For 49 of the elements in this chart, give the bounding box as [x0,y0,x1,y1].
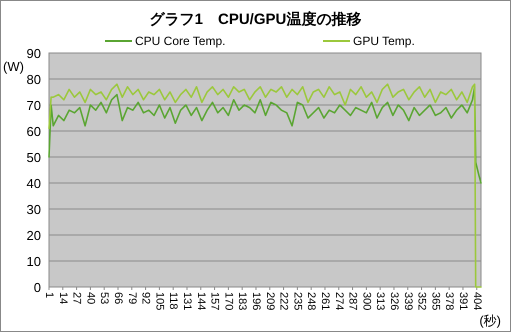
x-tick-label: 352 [416,292,428,310]
legend-label: CPU Core Temp. [135,34,226,48]
chart-title: グラフ1 CPU/GPU温度の推移 [150,10,362,28]
y-tick-label: 90 [26,46,41,61]
x-tick-label: 157 [208,292,221,310]
x-tick-label: 339 [402,292,414,310]
x-tick-label: 27 [70,292,83,304]
x-tick-label: 53 [98,292,110,304]
y-axis-title: (W) [3,59,24,74]
y-tick-label: 80 [26,72,41,87]
x-tick-label: 92 [140,292,152,304]
x-tick-label: 261 [318,292,331,310]
x-tick-label: 300 [360,292,372,310]
y-tick-label: 10 [26,254,41,269]
x-tick-label: 235 [291,292,304,310]
y-tick-label: 60 [26,124,41,139]
x-tick-label: 326 [388,292,400,310]
x-tick-label: 79 [126,292,138,304]
x-tick-label: 1 [43,292,55,298]
x-tick-label: 14 [56,292,69,304]
x-tick-label: 170 [222,292,234,310]
y-tick-label: 70 [26,98,41,113]
x-tick-label: 66 [112,292,124,304]
y-tick-label: 30 [26,202,41,217]
legend-label: GPU Temp. [353,34,415,48]
x-tick-label: 313 [374,292,386,310]
x-tick-label: 248 [305,292,318,310]
y-tick-label: 20 [26,228,41,243]
x-tick-label: 105 [153,292,166,310]
x-axis-title: (秒) [479,313,501,328]
x-tick-label: 196 [250,292,262,310]
x-tick-label: 365 [429,292,442,310]
line-series [48,83,482,288]
x-tick-label: 118 [167,292,180,310]
y-tick-label: 50 [26,150,41,165]
x-tick-label: 287 [346,292,359,310]
line-series [48,86,482,184]
x-tick-label: 274 [332,292,345,310]
x-tick-label: 404 [470,292,483,310]
y-tick-label: 0 [34,280,41,295]
x-tick-label: 144 [194,292,207,310]
x-tick-label: 378 [443,292,456,310]
x-tick-label: 131 [180,292,193,310]
y-tick-label: 40 [26,176,41,191]
x-tick-label: 209 [264,292,276,310]
x-tick-label: 391 [456,292,469,310]
x-tick-label: 40 [84,292,96,304]
x-tick-label: 183 [236,292,248,310]
x-tick-label: 222 [278,292,290,310]
